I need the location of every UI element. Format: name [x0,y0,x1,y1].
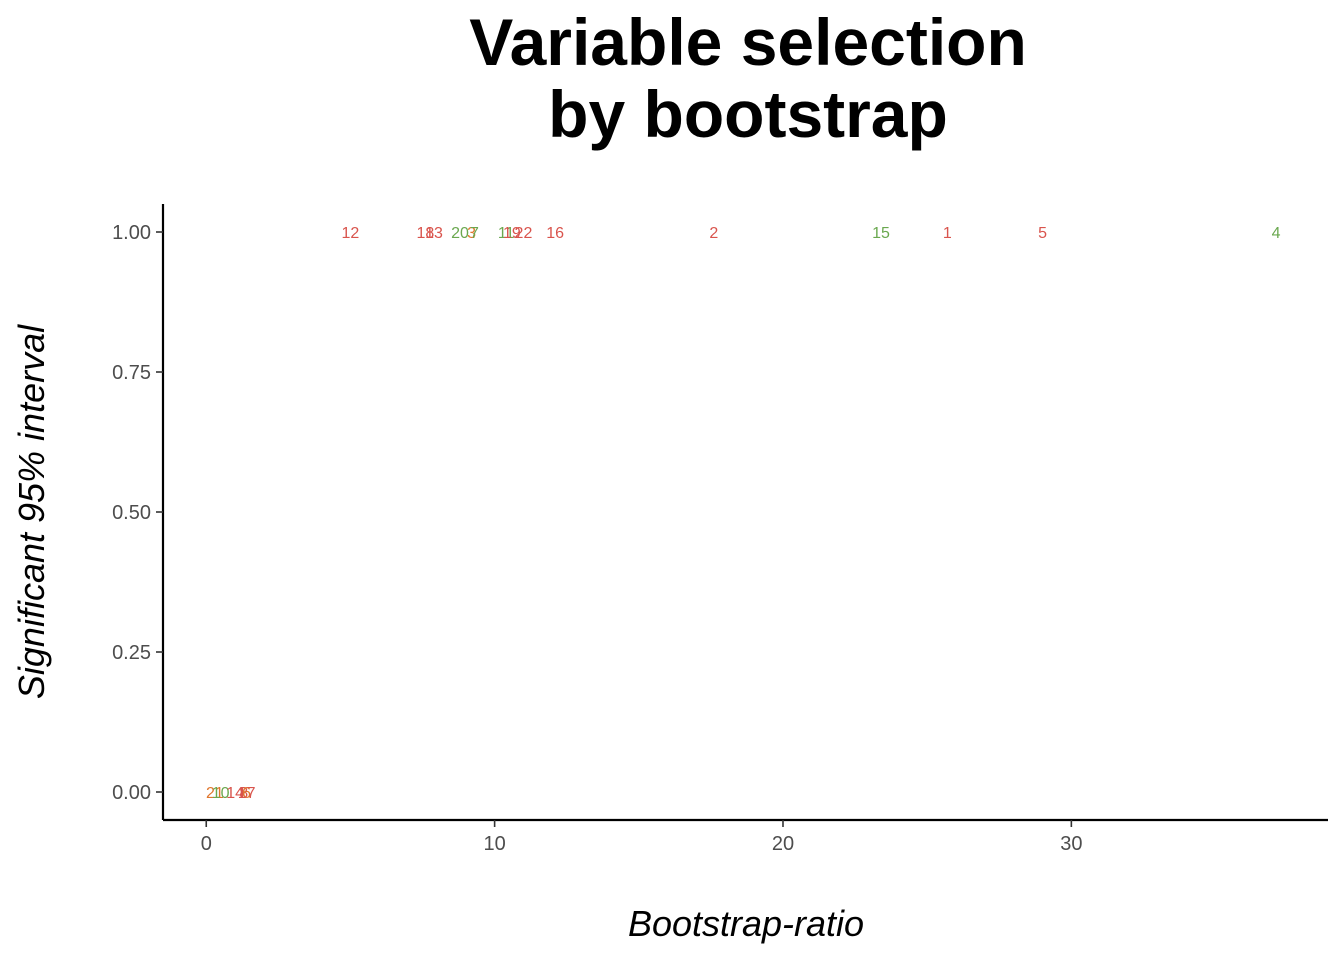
point-label-12: 12 [342,225,360,242]
axes [161,204,1328,822]
point-label-19: 19 [503,225,521,242]
y-ticks: 0.00 0.25 0.50 0.75 1.00 [112,222,163,804]
y-tick-label: 0.50 [112,502,151,524]
point-label-13: 13 [425,225,443,242]
point-label-22: 22 [515,225,533,242]
x-tick-label: 20 [772,833,794,855]
point-label-1: 1 [943,225,952,242]
x-ticks: 0 10 20 30 [201,820,1082,855]
point-label-3: 3 [467,225,476,242]
y-tick-label: 0.25 [112,642,151,664]
y-tick-label: 1.00 [112,222,151,244]
point-label-6: 6 [242,785,251,802]
chart-title: Variable selection by bootstrap [398,6,1098,150]
point-label-5: 5 [1038,225,1047,242]
point-label-14: 14 [226,785,244,802]
chart-title-line-2: by bootstrap [548,77,948,151]
x-axis-title: Bootstrap-ratio [628,903,864,944]
point-label-15: 15 [872,225,890,242]
point-label-10: 10 [212,785,230,802]
point-label-2: 2 [709,225,718,242]
x-tick-label: 0 [201,833,212,855]
point-label-11: 11 [498,225,515,242]
point-label-7: 7 [470,225,479,242]
point-label-4: 4 [1272,225,1281,242]
y-tick-label: 0.75 [112,362,151,384]
point-label-18: 18 [417,225,435,242]
point-label-8: 8 [239,785,248,802]
point-label-20: 20 [451,225,469,242]
point-label-17: 17 [238,785,256,802]
x-tick-label: 30 [1060,833,1082,855]
y-axis-title: Significant 95% interval [11,324,52,699]
y-tick-label: 0.00 [112,782,151,804]
chart-title-line-1: Variable selection [469,5,1027,79]
point-label-16: 16 [546,225,564,242]
x-tick-label: 10 [483,833,505,855]
point-label-21: 21 [206,785,224,802]
